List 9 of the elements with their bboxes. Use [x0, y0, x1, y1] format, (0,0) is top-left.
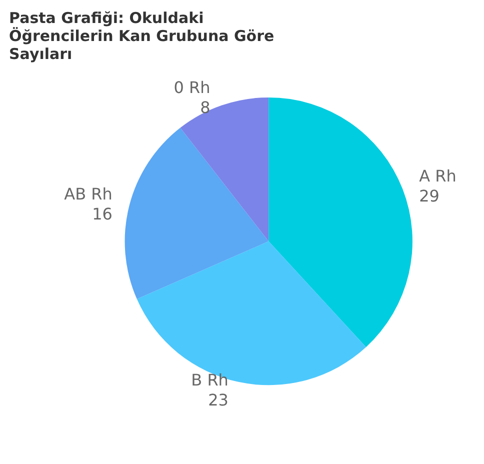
- data-label: 29: [419, 186, 440, 206]
- data-label: 8: [200, 98, 210, 118]
- data-label: 23: [208, 390, 228, 410]
- slice-label: B Rh: [191, 370, 228, 390]
- chart-title: Pasta Grafiği: Okuldaki Öğrencilerin Kan Grubuna Göre Sayıları: [9, 9, 280, 63]
- slice-label: A Rh: [419, 166, 456, 186]
- data-label: 16: [92, 204, 112, 224]
- slice-label: 0 Rh: [174, 78, 210, 98]
- slice-label: AB Rh: [64, 184, 112, 204]
